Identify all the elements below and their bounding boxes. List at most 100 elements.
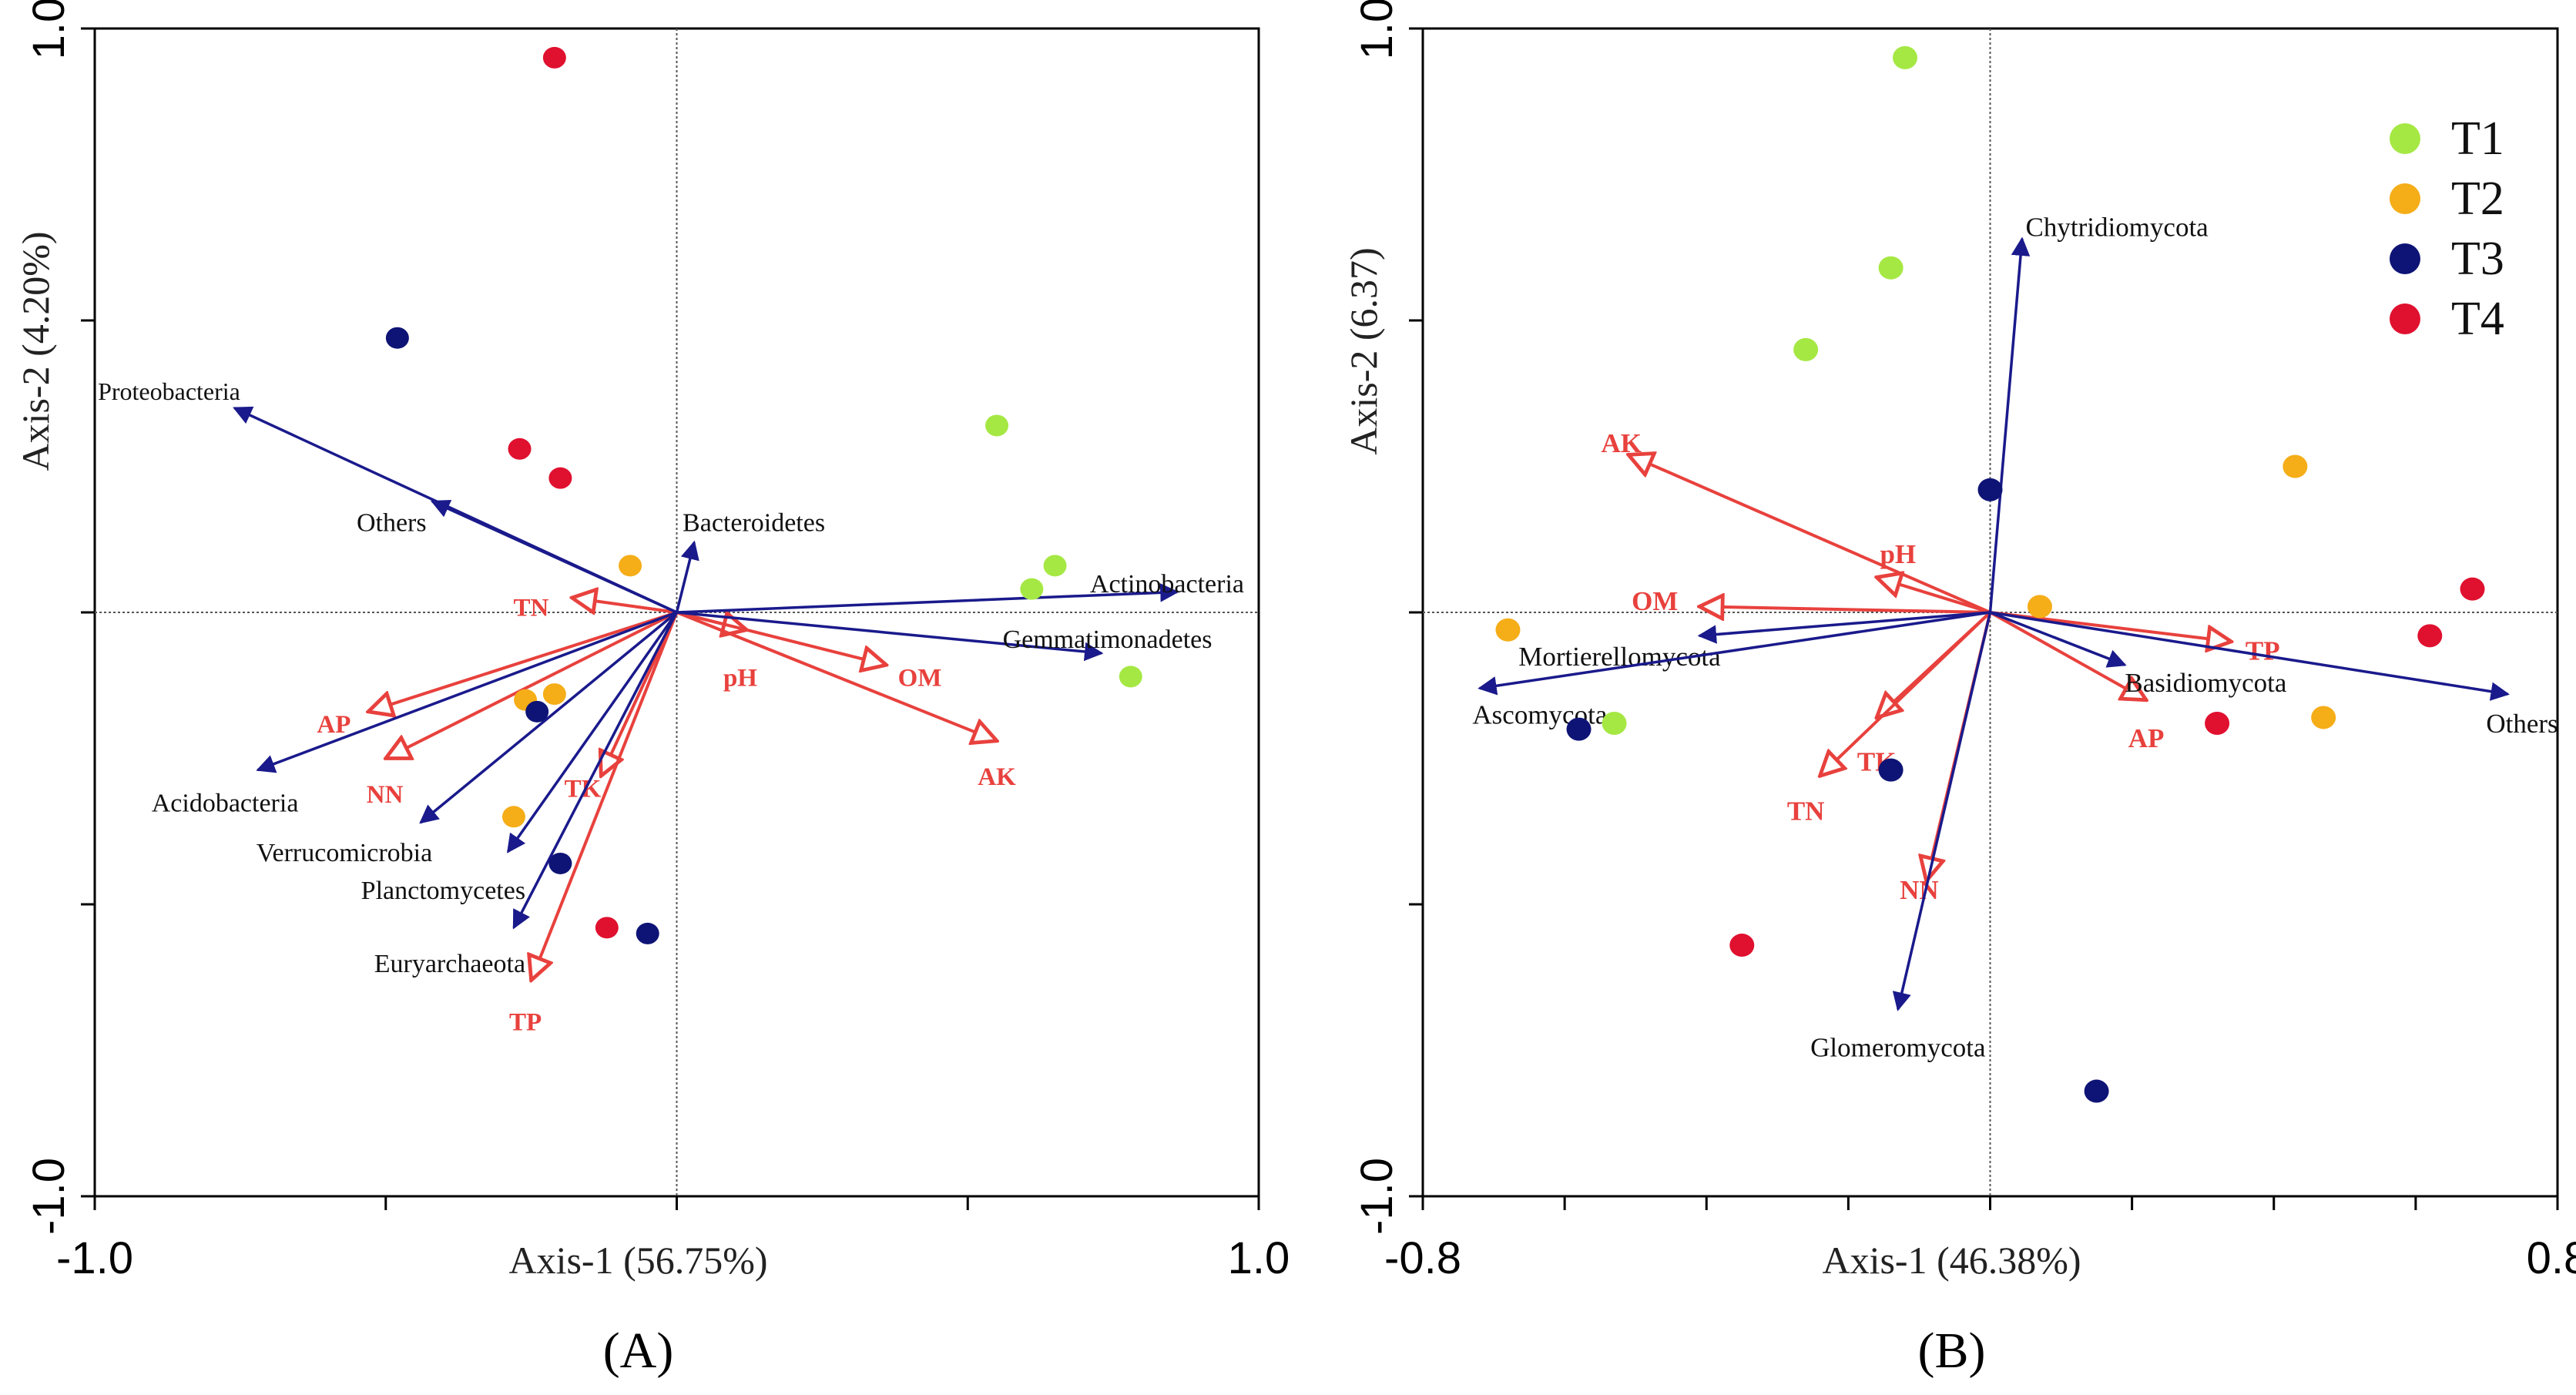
sample-point-t3 xyxy=(2084,1079,2109,1103)
species-arrow-mortierellomycota xyxy=(1697,611,1991,644)
legend-marker-t4 xyxy=(2390,303,2420,334)
env-label-om: OM xyxy=(898,664,942,692)
sample-point-t1 xyxy=(1893,45,1918,69)
sample-point-t2 xyxy=(542,683,566,706)
species-arrow-glomeromycota xyxy=(1892,612,1992,1011)
env-label-tn: TN xyxy=(1787,796,1825,827)
sample-point-t3 xyxy=(636,922,659,944)
x-axis-title: Axis-1 (46.38%) xyxy=(1822,1239,2081,1282)
sample-point-t4 xyxy=(2205,712,2230,736)
species-arrow-others xyxy=(1990,611,2510,701)
sample-point-t3 xyxy=(525,700,549,723)
species-label-actinobacteria: Actinobacteria xyxy=(1090,570,1244,599)
sample-point-t2 xyxy=(2283,454,2308,478)
env-arrow-om xyxy=(676,611,887,665)
env-arrow-om xyxy=(1699,606,1991,612)
y-tick-label: -1.0 xyxy=(24,1158,74,1235)
x-tick-label: -1.0 xyxy=(56,1233,133,1283)
env-label-ak: AK xyxy=(978,763,1016,791)
sample-point-t3 xyxy=(548,852,572,874)
species-arrow-bacteroidetes xyxy=(675,540,699,613)
species-arrow-gemmatimonadetes xyxy=(676,611,1104,662)
legend-label-t1: T1 xyxy=(2451,112,2504,165)
species-arrow-ascomycota xyxy=(1478,611,1991,696)
species-arrow-chytridiomycota xyxy=(1988,236,2031,613)
legend-label-t4: T4 xyxy=(2451,293,2504,345)
species-label-others: Others xyxy=(2486,709,2558,739)
env-arrow-tn xyxy=(572,598,677,612)
legend-marker-t3 xyxy=(2390,243,2420,274)
species-label-verrucomicrobia: Verrucomicrobia xyxy=(257,839,432,867)
x-tick-label: 0.8 xyxy=(2527,1233,2576,1283)
sample-point-t2 xyxy=(501,806,525,828)
sample-point-t1 xyxy=(1878,256,1903,280)
species-arrow-verrucomicrobia xyxy=(419,611,678,824)
sample-point-t4 xyxy=(2460,577,2485,601)
env-label-tn: TN xyxy=(513,594,548,622)
species-label-planctomycetes: Planctomycetes xyxy=(361,877,525,905)
sample-point-t2 xyxy=(2311,706,2336,729)
y-tick-label: -1.0 xyxy=(1352,1158,1402,1235)
sample-point-t1 xyxy=(1602,712,1627,736)
sample-point-t2 xyxy=(1495,618,1521,642)
sample-point-t1 xyxy=(1020,578,1044,600)
env-arrow-ap xyxy=(368,611,678,712)
species-arrow-euryarchaeota xyxy=(512,612,679,930)
sample-point-t3 xyxy=(1566,717,1592,741)
panel-b-chart: -0.8 0.8 -1.0 1.0 Axis-1 (46.38%) Axis-2 (6.3… xyxy=(1342,0,2576,1379)
env-label-tk: TK xyxy=(565,775,602,803)
y-axis-title: Axis-2 (4.20%) xyxy=(14,231,57,471)
species-label-chytridiomycota: Chytridiomycota xyxy=(2026,213,2209,243)
sample-point-t4 xyxy=(595,917,619,939)
species-label-proteobacteria: Proteobacteria xyxy=(98,377,240,405)
sample-point-t4 xyxy=(2417,624,2443,648)
panel-label: (B) xyxy=(1918,1323,1986,1379)
env-arrow-ap xyxy=(1989,611,2147,700)
species-label-bacteroidetes: Bacteroidetes xyxy=(683,509,825,538)
env-label-nn: NN xyxy=(367,781,404,809)
species-arrow-others xyxy=(430,499,678,614)
y-tick-label: 1.0 xyxy=(1352,0,1402,59)
env-label-ap: AP xyxy=(317,711,351,739)
legend-marker-t1 xyxy=(2390,123,2420,154)
env-label-ph: pH xyxy=(1880,539,1916,569)
env-label-ap: AP xyxy=(2128,723,2165,753)
env-label-ak: AK xyxy=(1602,428,1642,458)
species-label-euryarchaeota: Euryarchaeota xyxy=(374,950,525,978)
species-label-basidiomycota: Basidiomycota xyxy=(2125,668,2286,698)
sample-point-t1 xyxy=(1043,555,1067,577)
env-label-tp: TP xyxy=(2246,635,2280,666)
species-arrow-acidobacteria xyxy=(256,611,678,773)
env-arrow-ph xyxy=(1877,578,1991,614)
env-arrow-tp xyxy=(1990,611,2232,642)
sample-point-t1 xyxy=(985,414,1009,437)
species-label-others: Others xyxy=(357,509,427,538)
sample-point-t1 xyxy=(1793,337,1819,361)
legend: T1 T2 T3 T4 xyxy=(2390,112,2504,345)
x-tick-label: -0.8 xyxy=(1384,1233,1461,1283)
sample-point-t2 xyxy=(619,555,642,577)
legend-marker-t2 xyxy=(2390,183,2420,214)
sample-point-t2 xyxy=(2027,595,2052,619)
species-arrow-actinobacteria xyxy=(676,583,1179,614)
sample-point-t3 xyxy=(385,327,409,349)
legend-label-t3: T3 xyxy=(2451,233,2504,285)
env-arrow-tn xyxy=(1820,611,1991,776)
env-label-tp: TP xyxy=(509,1009,542,1037)
env-arrow-tp xyxy=(532,612,679,981)
env-label-nn: NN xyxy=(1900,875,1939,905)
env-arrow-ak xyxy=(676,611,998,741)
env-label-om: OM xyxy=(1632,586,1678,616)
sample-point-t3 xyxy=(1878,758,1903,782)
sample-point-t4 xyxy=(548,467,572,489)
y-axis-title: Axis-2 (6.37) xyxy=(1342,247,1385,454)
env-label-ph: pH xyxy=(723,664,757,692)
sample-point-t1 xyxy=(1119,666,1142,688)
sample-point-t4 xyxy=(1729,934,1755,957)
species-arrow-basidiomycota xyxy=(1989,611,2127,668)
y-tick-label: 1.0 xyxy=(24,0,74,59)
sample-point-t3 xyxy=(1977,478,2003,501)
env-arrow-nn xyxy=(386,611,678,759)
species-label-glomeromycota: Glomeromycota xyxy=(1810,1033,1986,1063)
